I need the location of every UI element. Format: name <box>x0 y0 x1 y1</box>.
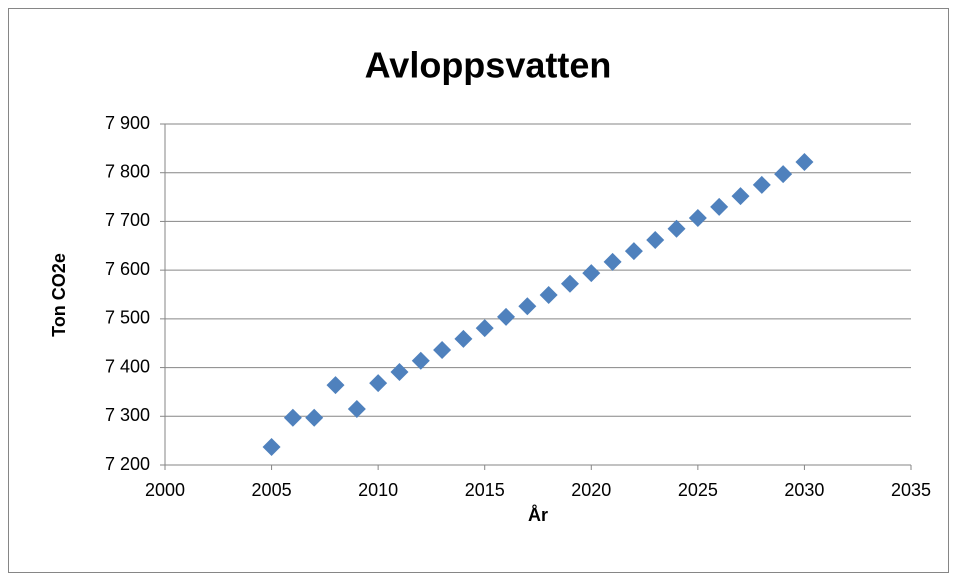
x-tick-label: 2000 <box>145 480 185 500</box>
marker <box>688 209 707 228</box>
marker <box>752 175 771 194</box>
marker <box>795 152 814 171</box>
marker <box>390 362 409 381</box>
marker <box>539 285 558 304</box>
marker <box>326 376 345 395</box>
marker <box>710 197 729 216</box>
marker <box>497 307 516 326</box>
x-tick-label: 2010 <box>358 480 398 500</box>
y-tick-label: 7 200 <box>105 454 150 474</box>
marker <box>347 399 366 418</box>
chart-title: Avloppsvatten <box>365 45 612 86</box>
marker <box>774 165 793 184</box>
x-tick-label: 2015 <box>465 480 505 500</box>
marker <box>560 274 579 293</box>
marker <box>603 252 622 271</box>
x-tick-label: 2025 <box>678 480 718 500</box>
y-tick-label: 7 500 <box>105 308 150 328</box>
x-tick-label: 2005 <box>252 480 292 500</box>
y-tick-label: 7 300 <box>105 405 150 425</box>
marker <box>411 351 430 370</box>
marker <box>518 297 537 316</box>
y-tick-label: 7 700 <box>105 210 150 230</box>
marker <box>262 437 281 456</box>
x-tick-label: 2035 <box>891 480 931 500</box>
marker <box>369 374 388 393</box>
marker <box>475 319 494 338</box>
marker <box>624 242 643 261</box>
x-tick-label: 2020 <box>571 480 611 500</box>
x-axis-label: År <box>528 505 548 525</box>
marker <box>454 329 473 348</box>
y-tick-label: 7 800 <box>105 161 150 181</box>
marker <box>582 264 601 283</box>
y-axis-label: Ton CO2e <box>49 253 69 337</box>
marker <box>433 341 452 360</box>
x-tick-label: 2030 <box>784 480 824 500</box>
y-tick-label: 7 400 <box>105 356 150 376</box>
marker <box>646 230 665 249</box>
marker <box>731 187 750 206</box>
y-tick-label: 7 900 <box>105 113 150 133</box>
marker <box>667 219 686 238</box>
marker <box>305 408 324 427</box>
marker <box>283 408 302 427</box>
y-tick-label: 7 600 <box>105 259 150 279</box>
